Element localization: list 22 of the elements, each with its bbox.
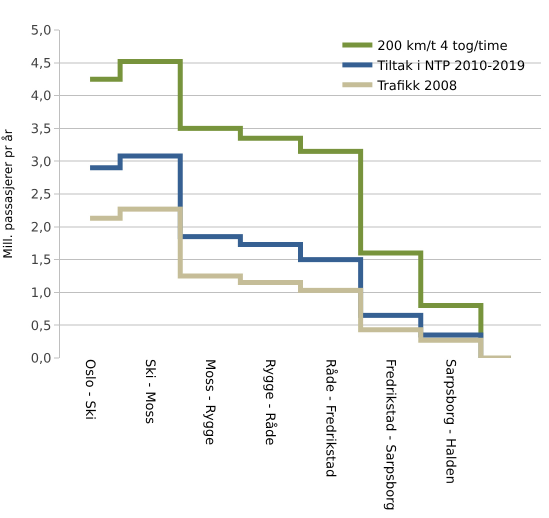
y-tick-label: 4,5 — [30, 56, 52, 72]
x-tick-label: Ski - Moss — [142, 359, 157, 424]
y-tick-label: 2,5 — [30, 188, 52, 203]
y-tick-label: 3,0 — [30, 154, 52, 170]
y-axis-title: Mill. passasjerer pr år — [1, 129, 16, 259]
x-tick-label: Moss - Rygge — [202, 359, 218, 446]
y-tick-label: 0,5 — [30, 318, 52, 334]
y-tick-label: 2,0 — [30, 220, 52, 236]
y-tick-label: 0,0 — [30, 352, 52, 367]
y-tick-label: 1,0 — [30, 286, 52, 301]
y-tick-label: 1,5 — [30, 253, 52, 268]
x-tick-label: Råde - Fredrikstad — [322, 359, 338, 478]
x-tick-label: Rygge - Råde — [262, 359, 278, 446]
y-tick-label: 4,0 — [30, 89, 52, 104]
y-tick-label: 3,5 — [30, 122, 52, 137]
legend-label: 200 km/t 4 tog/time — [377, 39, 508, 54]
x-tick-label: Oslo - Ski — [82, 359, 97, 420]
y-tick-label: 5,0 — [30, 24, 52, 39]
legend-label: Trafikk 2008 — [376, 78, 458, 94]
x-tick-label: Fredrikstad - Sarpsborg — [382, 359, 398, 511]
legend-label: Tiltak i NTP 2010-2019 — [376, 58, 526, 74]
x-tick-label: Sarpsborg - Halden — [442, 359, 458, 484]
